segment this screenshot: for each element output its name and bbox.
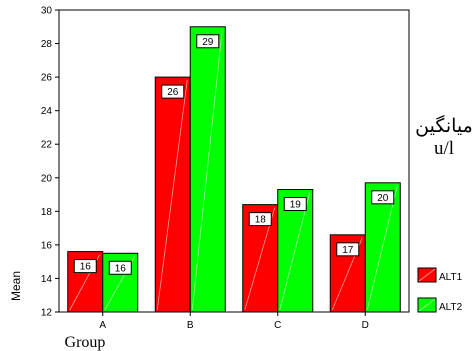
x-tick-label: D xyxy=(362,320,369,331)
data-label: 26 xyxy=(167,87,179,98)
x-tick-label: A xyxy=(99,320,106,331)
y-tick-label: 14 xyxy=(41,274,53,285)
y-tick-label: 26 xyxy=(41,73,53,84)
data-label-box xyxy=(73,259,97,274)
legend-swatch-sheen xyxy=(418,268,436,282)
data-label-box xyxy=(108,260,132,275)
data-label-box xyxy=(336,242,360,257)
data-label-box xyxy=(248,212,272,227)
data-label-box xyxy=(371,190,395,205)
data-label-box xyxy=(161,84,185,99)
x-tick-label: B xyxy=(187,320,194,331)
bar-sheen xyxy=(191,29,223,311)
data-label: 20 xyxy=(377,193,389,204)
bar xyxy=(364,182,401,313)
data-label: 16 xyxy=(80,262,92,273)
data-label: 29 xyxy=(202,37,214,48)
y-tick-label: 18 xyxy=(41,207,53,218)
y-axis: 12 14 16 18 20 22 24 26 28 30 xyxy=(41,6,59,319)
data-label: 18 xyxy=(255,215,267,226)
y-tick-label: 24 xyxy=(41,106,53,117)
data-label: 17 xyxy=(342,245,354,256)
side-annotation: میانگین u/l xyxy=(414,116,474,160)
bar xyxy=(189,26,226,313)
plot-frame xyxy=(58,9,410,313)
y-tick-label: 22 xyxy=(41,140,53,151)
bars: 16 16 26 29 18 19 17 20 xyxy=(67,26,401,313)
side-annotation-line-1: میانگین xyxy=(415,116,473,137)
data-label-box xyxy=(196,34,220,49)
y-axis-title: Mean xyxy=(9,271,23,301)
legend-swatch-sheen xyxy=(418,298,436,312)
data-label: 19 xyxy=(290,200,302,211)
legend: ALT1 ALT2 xyxy=(417,267,463,313)
side-annotation-line-2: u/l xyxy=(433,138,455,159)
x-axis: A B C D xyxy=(99,312,369,331)
y-tick-label: 12 xyxy=(41,308,53,319)
data-label-box xyxy=(283,197,307,212)
y-tick-label: 16 xyxy=(41,240,53,251)
bar-sheen xyxy=(366,185,398,311)
y-tick-label: 20 xyxy=(41,173,53,184)
bar-sheen xyxy=(279,192,311,311)
y-tick-label: 30 xyxy=(41,6,53,17)
x-axis-title: Group xyxy=(65,334,106,351)
y-tick-label: 28 xyxy=(41,39,53,50)
legend-label: ALT2 xyxy=(439,302,463,313)
x-tick-label: C xyxy=(274,320,281,331)
data-label: 16 xyxy=(115,263,127,274)
legend-label: ALT1 xyxy=(439,272,463,283)
bar xyxy=(154,76,191,313)
bar-sheen xyxy=(156,80,188,311)
